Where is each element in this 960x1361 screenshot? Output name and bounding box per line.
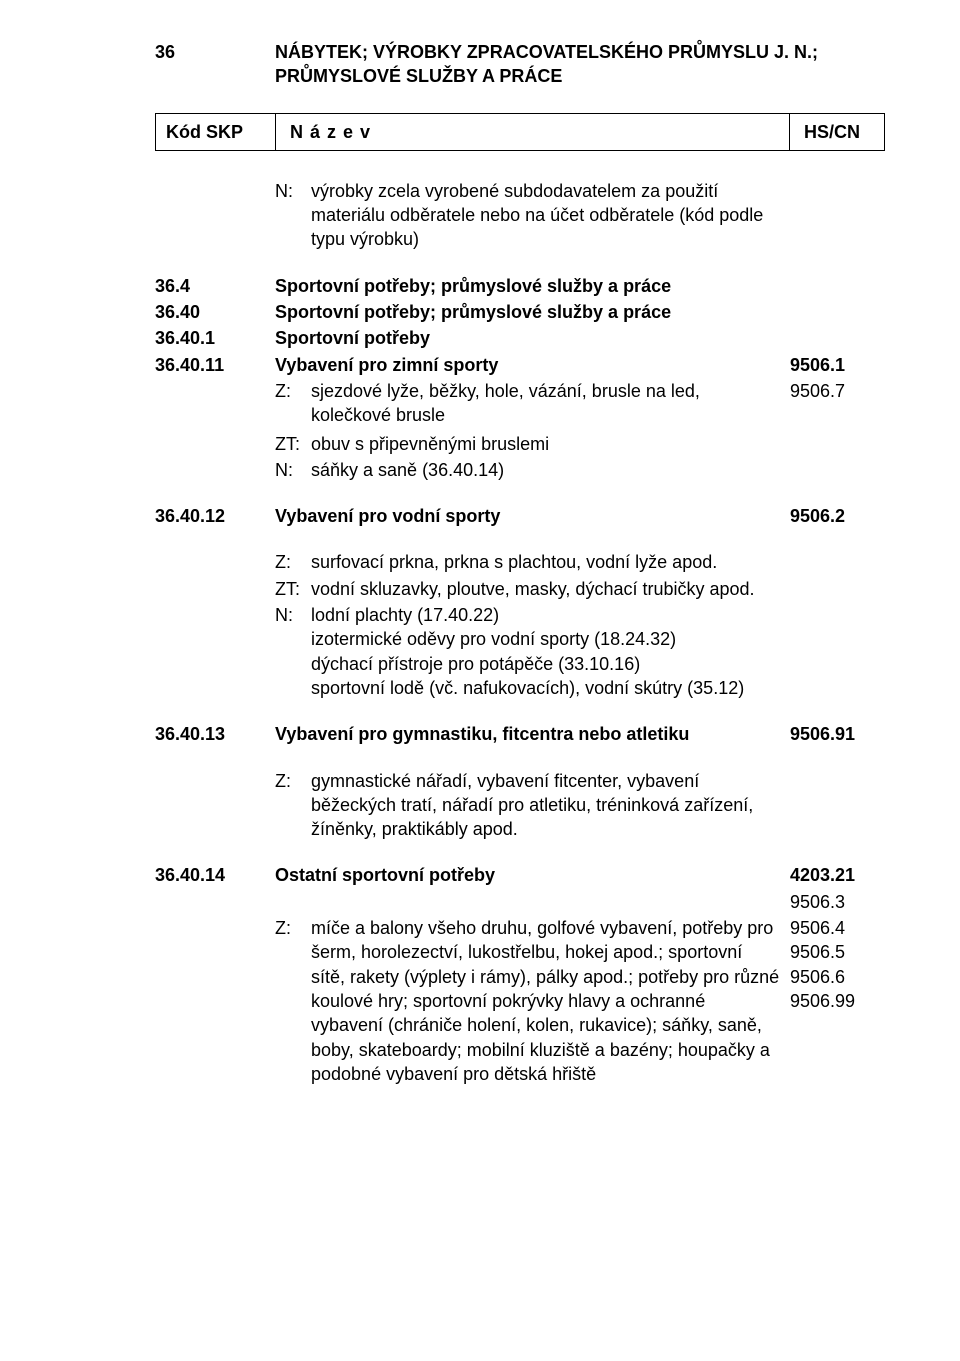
note-text: surfovací prkna, prkna s plachtou, vodní… (311, 550, 780, 574)
row-hs: 9506.2 (790, 504, 885, 528)
row-name: Vybavení pro vodní sporty (275, 504, 790, 528)
column-header-hs: HS/CN (789, 114, 884, 150)
note-block: Z: surfovací prkna, prkna s plachtou, vo… (275, 550, 780, 700)
note-label: ZT: (275, 577, 311, 601)
row-code: 36.40.11 (155, 353, 275, 377)
row-name: Vybavení pro zimní sporty (275, 353, 790, 377)
row-hs-line: 9506.4 (790, 916, 885, 940)
note-label: Z: (275, 916, 311, 1086)
row-hs-line: 9506.99 (790, 989, 885, 1013)
table-row: 9506.3 (155, 890, 885, 914)
note-text: sáňky a saně (36.40.14) (311, 458, 780, 482)
note-label: ZT: (275, 432, 311, 456)
row-name: Sportovní potřeby; průmyslové služby a p… (275, 300, 790, 324)
note-text: gymnastické nářadí, vybavení fitcenter, … (311, 769, 780, 842)
header-code: 36 (155, 40, 275, 64)
header-title: NÁBYTEK; VÝROBKY ZPRACOVATELSKÉHO PRŮMYS… (275, 40, 885, 89)
note-text: míče a balony všeho druhu, golfové vybav… (311, 916, 780, 1086)
row-hs: 9506.7 (790, 379, 885, 403)
row-code: 36.40.1 (155, 326, 275, 350)
note-z: Z: sjezdové lyže, běžky, hole, vázání, b… (275, 379, 780, 428)
row-name: Z: míče a balony všeho druhu, golfové vy… (275, 916, 790, 1088)
note-n: N: lodní plachty (17.40.22) izotermické … (275, 603, 780, 700)
row-code: 36.4 (155, 274, 275, 298)
note-z: Z: surfovací prkna, prkna s plachtou, vo… (275, 550, 780, 574)
table-row: 36.40.14 Ostatní sportovní potřeby 4203.… (155, 863, 885, 887)
table-row: 36.40.11 Vybavení pro zimní sporty 9506.… (155, 353, 885, 377)
row-code: 36.40.14 (155, 863, 275, 887)
intro-note-block: N: výrobky zcela vyrobené subdodavatelem… (275, 179, 780, 252)
row-hs: 9506.3 (790, 890, 885, 914)
row-hs: 9506.4 9506.5 9506.6 9506.99 (790, 916, 885, 1013)
note-label: N: (275, 603, 311, 700)
row-code: 36.40.12 (155, 504, 275, 528)
note-z: Z: míče a balony všeho druhu, golfové vy… (275, 916, 780, 1086)
row-name: Sportovní potřeby; průmyslové služby a p… (275, 274, 790, 298)
table-row: 36.40.13 Vybavení pro gymnastiku, fitcen… (155, 722, 885, 746)
note-text: výrobky zcela vyrobené subdodavatelem za… (311, 179, 780, 252)
row-hs-line: 9506.5 (790, 940, 885, 964)
table-row: 36.40.12 Vybavení pro vodní sporty 9506.… (155, 504, 885, 528)
table-row: 36.40.1 Sportovní potřeby (155, 326, 885, 350)
intro-note: N: výrobky zcela vyrobené subdodavatelem… (275, 179, 780, 252)
row-hs-line: 9506.6 (790, 965, 885, 989)
column-header-name: N á z e v (276, 114, 789, 150)
column-header-code: Kód SKP (156, 114, 276, 150)
document-header: 36 NÁBYTEK; VÝROBKY ZPRACOVATELSKÉHO PRŮ… (155, 40, 885, 89)
row-hs: 9506.91 (790, 722, 885, 746)
note-zt: ZT: obuv s připevněnými bruslemi (275, 432, 780, 456)
row-name: Z: sjezdové lyže, běžky, hole, vázání, b… (275, 379, 790, 430)
note-n: N: sáňky a saně (36.40.14) (275, 458, 780, 482)
note-z: Z: gymnastické nářadí, vybavení fitcente… (275, 769, 780, 842)
row-name: Sportovní potřeby (275, 326, 790, 350)
note-block: Z: gymnastické nářadí, vybavení fitcente… (275, 769, 780, 842)
note-label: Z: (275, 379, 311, 428)
note-text: sjezdové lyže, běžky, hole, vázání, brus… (311, 379, 780, 428)
note-zt: ZT: vodní skluzavky, ploutve, masky, dýc… (275, 577, 780, 601)
row-name: Ostatní sportovní potřeby (275, 863, 790, 887)
note-block: ZT: obuv s připevněnými bruslemi N: sáňk… (275, 432, 780, 483)
row-hs: 9506.1 (790, 353, 885, 377)
row-code: 36.40 (155, 300, 275, 324)
note-text: lodní plachty (17.40.22) izotermické odě… (311, 603, 780, 700)
table-row: 36.40 Sportovní potřeby; průmyslové služ… (155, 300, 885, 324)
row-hs: 4203.21 (790, 863, 885, 887)
note-label: Z: (275, 769, 311, 842)
table-row: Z: míče a balony všeho druhu, golfové vy… (155, 916, 885, 1088)
note-label: Z: (275, 550, 311, 574)
table-row: Z: sjezdové lyže, běžky, hole, vázání, b… (155, 379, 885, 430)
note-text: vodní skluzavky, ploutve, masky, dýchací… (311, 577, 780, 601)
row-name: Vybavení pro gymnastiku, fitcentra nebo … (275, 722, 790, 746)
note-label: N: (275, 458, 311, 482)
note-text: obuv s připevněnými bruslemi (311, 432, 780, 456)
table-row: 36.4 Sportovní potřeby; průmyslové služb… (155, 274, 885, 298)
note-label: N: (275, 179, 311, 252)
row-code: 36.40.13 (155, 722, 275, 746)
table-columns-header: Kód SKP N á z e v HS/CN (155, 113, 885, 151)
